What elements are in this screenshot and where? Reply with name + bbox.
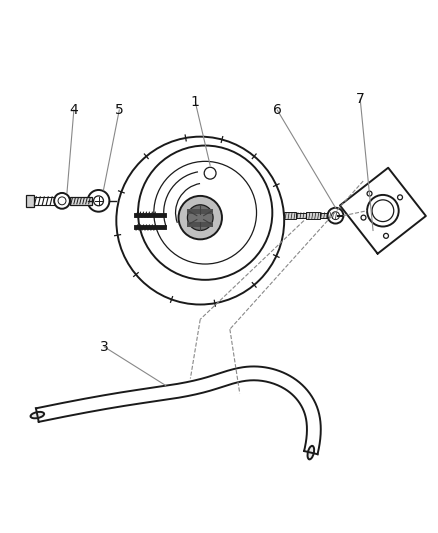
Bar [70, 197, 92, 205]
Bar [26, 195, 34, 207]
Text: 3: 3 [100, 340, 109, 354]
Text: 6: 6 [272, 103, 281, 117]
Text: 5: 5 [115, 103, 124, 117]
Circle shape [327, 208, 343, 223]
Ellipse shape [307, 446, 314, 459]
Bar [187, 209, 212, 214]
Text: 7: 7 [355, 92, 364, 106]
Bar [187, 222, 212, 227]
Circle shape [366, 195, 398, 227]
Circle shape [88, 190, 109, 212]
Text: 4: 4 [69, 103, 78, 117]
Text: 1: 1 [191, 95, 199, 109]
Circle shape [54, 193, 70, 209]
Circle shape [178, 196, 222, 239]
Bar [295, 213, 305, 218]
Bar [319, 213, 331, 218]
Bar [283, 212, 295, 219]
Circle shape [187, 205, 212, 230]
Ellipse shape [31, 412, 44, 418]
Bar [305, 212, 319, 219]
Bar [331, 214, 338, 217]
